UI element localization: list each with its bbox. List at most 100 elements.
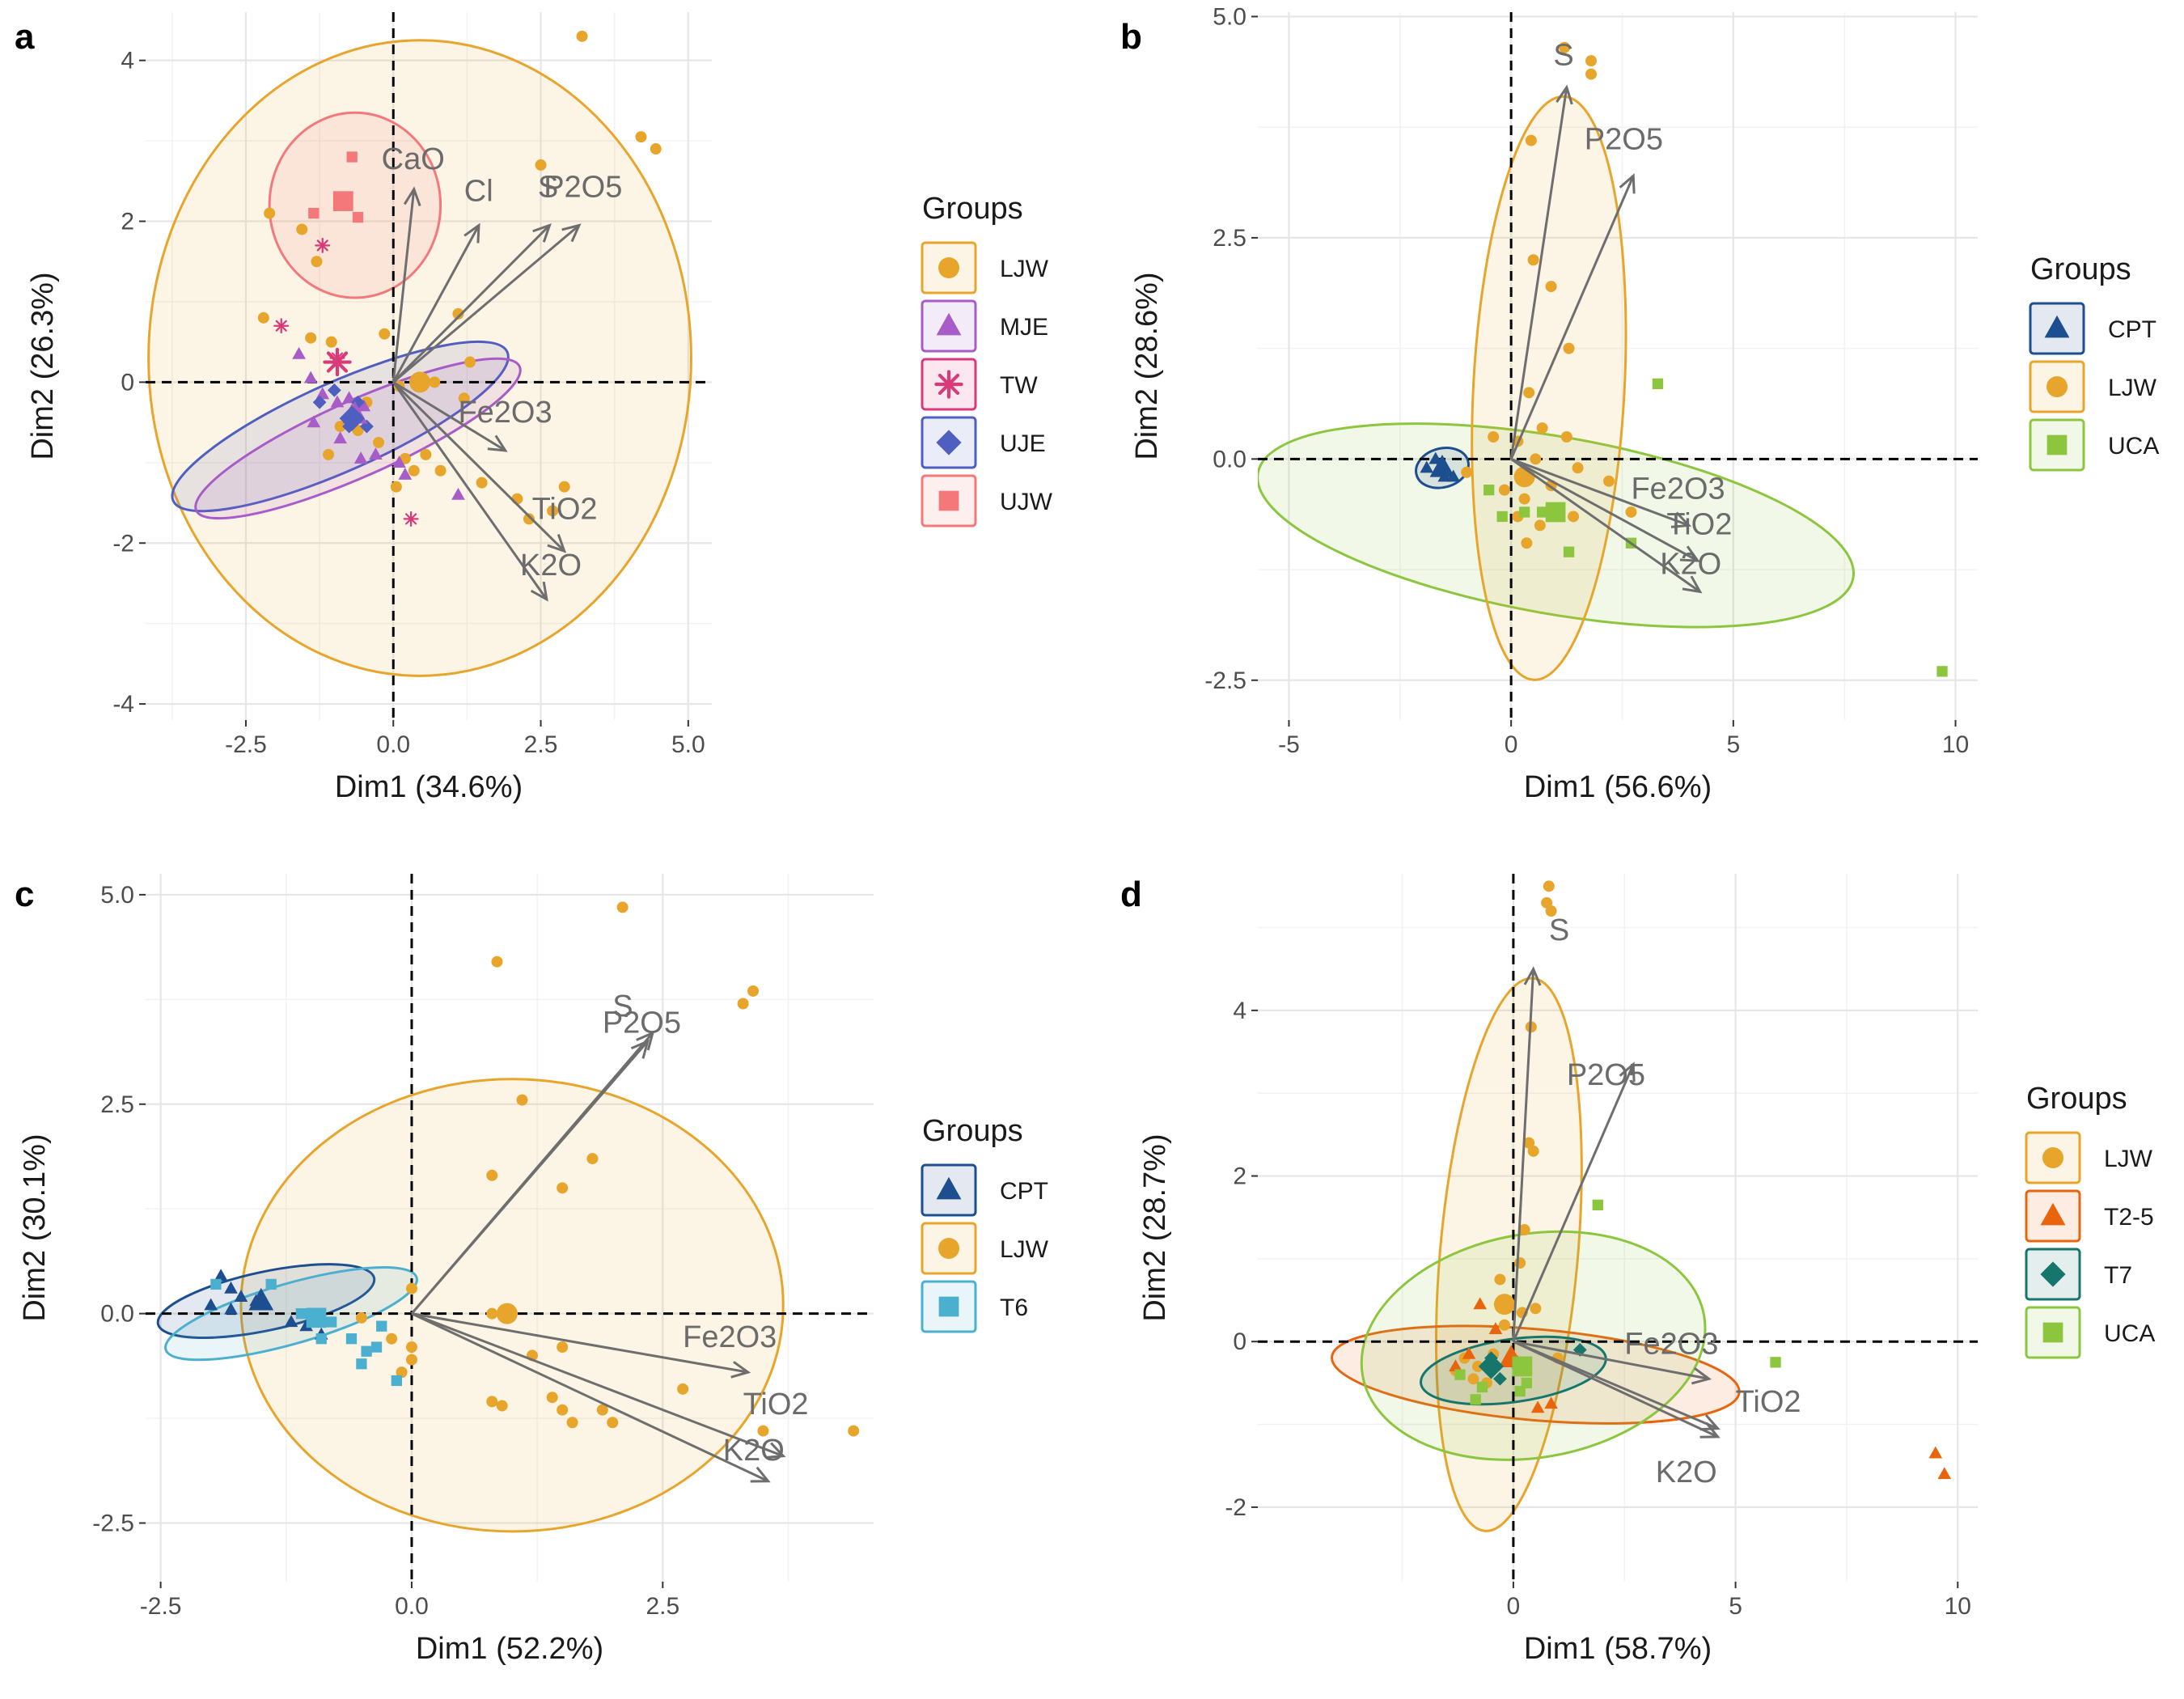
data-point [516,1094,528,1106]
vector-label: TiO2 [1666,507,1732,541]
y-tick-label: -2.5 [1204,667,1246,694]
y-tick-label: 4 [1233,998,1246,1024]
vector-arrow [1509,175,1635,460]
panel-letter: a [15,17,35,57]
data-point [1603,475,1615,487]
data-point [1530,1303,1542,1315]
vector-arrow [1513,1340,1709,1380]
data-point [1568,511,1580,523]
data-point [1536,422,1548,434]
x-tick-label: -5 [1278,731,1300,758]
data-point [1527,1145,1539,1157]
data-point [1518,493,1530,505]
vector-arrow [1510,458,1701,593]
data-point [476,477,488,489]
data-point [352,211,364,223]
legend: Groups CPT LJW T6 [921,1114,1049,1333]
data-point [376,1320,387,1332]
data-point [257,311,269,324]
data-point [357,399,371,412]
legend-label: T6 [1000,1294,1028,1321]
legend-symbol [2040,1261,2066,1287]
legend: Groups LJW T2-5 T7 UCA [2025,1082,2155,1359]
legend-symbol [938,257,959,278]
data-point [1461,466,1473,478]
data-point [312,395,327,409]
confidence-ellipse-ujw [268,111,442,299]
y-tick-label: 2 [1233,1163,1246,1190]
vector-arrow [392,224,480,383]
y-tick-label: 0 [1233,1328,1246,1355]
series-ljw [355,901,860,1437]
panel-d: d 0 5 10 -2 0 2 4 Dim1 (58.7%) Dim2 (28.7%) S P2O5 F… [1120,874,2155,1666]
data-point [224,1302,238,1315]
data-point [390,481,402,493]
data-point [292,346,306,359]
y-tick-label: 0 [121,369,134,396]
legend-symbol [936,430,962,455]
vector-arrow [1513,1340,1719,1430]
data-point [308,207,320,219]
vector-arrowhead [1555,84,1573,105]
group-centroid [1429,455,1455,477]
data-point [1937,1467,1952,1480]
vector-label: S [1553,39,1573,73]
data-point [1462,1346,1476,1359]
data-point [334,421,346,433]
data-point [405,1282,417,1294]
data-point [273,318,290,334]
x-tick-label: 0.0 [395,1593,429,1620]
vector-arrow [392,189,416,383]
vector-label: S [538,171,558,205]
y-tick-label: -2 [112,530,134,557]
vector-arrowhead [487,434,508,452]
y-axis-title: Dim2 (28.6%) [1130,272,1164,460]
vector-arrowhead [1699,1421,1721,1438]
vector-arrow [410,1032,654,1315]
data-point [757,1425,769,1437]
x-tick-label: 5 [1729,1593,1742,1620]
data-point [677,1383,689,1395]
vector-arrowhead [463,222,480,244]
legend-title: Groups [2026,1082,2127,1116]
x-tick-label: 10 [1942,731,1969,758]
vector-arrowhead [730,1361,751,1379]
vector-arrow [1512,1063,1635,1342]
vector-label: Fe2O3 [1631,472,1725,506]
series-uca [1454,1199,1781,1405]
y-tick-label: -2.5 [92,1510,134,1537]
series-ljw [257,30,662,525]
data-point [405,1341,417,1354]
data-point [486,1169,498,1181]
data-point [1488,431,1500,443]
data-point [1473,1297,1488,1310]
legend-symbol [2042,1322,2063,1343]
data-point [557,1341,569,1354]
data-point [214,1269,228,1282]
data-point [452,307,464,320]
data-point [1652,378,1664,390]
legend: Groups LJW MJE TW UJE UJW [921,192,1053,527]
data-point [650,143,662,155]
vector-arrowhead [750,1466,771,1483]
data-point [1770,1357,1781,1368]
data-point [1543,880,1555,892]
data-point [1521,1377,1533,1389]
data-point [1518,506,1530,518]
gridlines [146,12,712,720]
x-axis-title: Dim1 (56.6%) [1524,770,1712,804]
vector-label: Cl [464,175,493,209]
y-tick-label: 0.0 [1213,446,1246,472]
vector-arrowhead [1691,1366,1712,1385]
data-point [303,371,318,383]
data-point [546,1392,558,1404]
data-point [330,395,345,408]
legend-label: LJW [2104,1146,2153,1172]
data-point [576,30,588,42]
data-point [558,481,570,493]
x-axis-title: Dim1 (34.6%) [335,770,523,804]
data-point [234,1290,248,1303]
